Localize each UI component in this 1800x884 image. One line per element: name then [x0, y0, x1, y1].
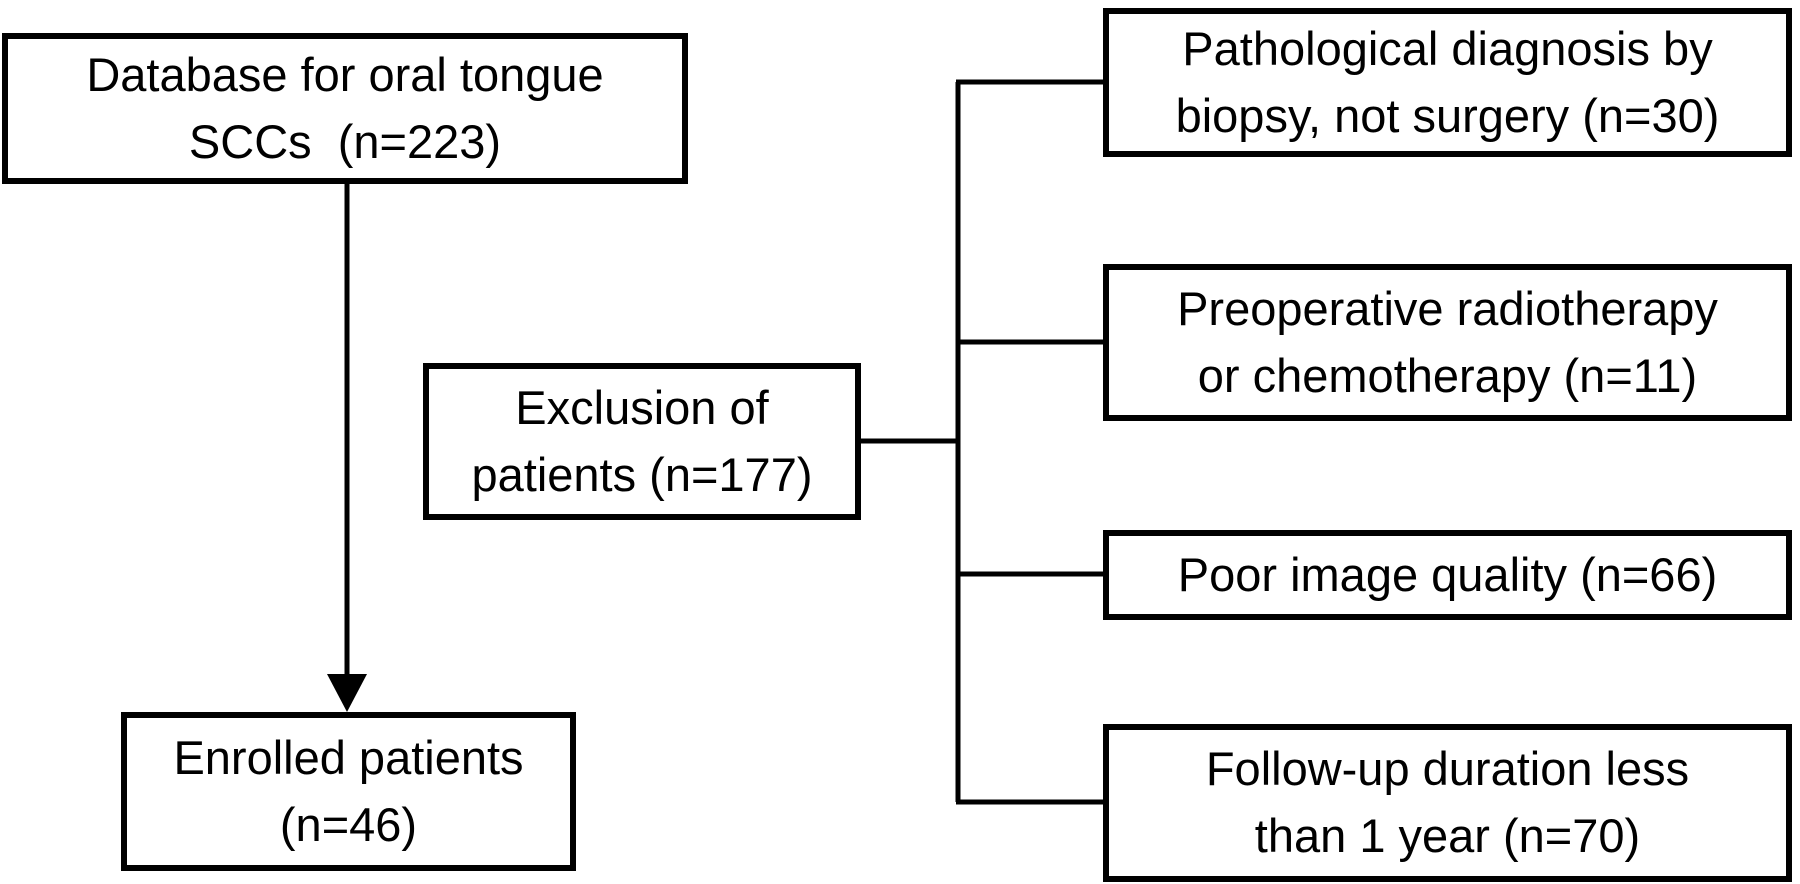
- arrowhead-down-icon: [327, 674, 367, 712]
- box-exclusion-line-2: patients (n=177): [471, 447, 813, 501]
- box-reason-biopsy-line-1: Pathological diagnosis by: [1182, 21, 1713, 75]
- box-database: Database for oral tongue SCCs (n=223): [2, 33, 688, 184]
- box-exclusion-line-1: Exclusion of: [515, 380, 769, 434]
- box-enrolled-line-2: (n=46): [279, 797, 418, 851]
- box-reason-image: Poor image quality (n=66): [1103, 530, 1792, 620]
- box-reason-preop: Preoperative radiotherapy or chemotherap…: [1103, 264, 1792, 421]
- box-database-line-1: Database for oral tongue: [86, 47, 604, 101]
- box-reason-followup: Follow-up duration less than 1 year (n=7…: [1103, 724, 1792, 882]
- box-reason-biopsy-line-2: biopsy, not surgery (n=30): [1175, 88, 1720, 142]
- box-reason-preop-line-1: Preoperative radiotherapy: [1177, 281, 1718, 335]
- box-reason-followup-line-2: than 1 year (n=70): [1254, 809, 1641, 862]
- box-reason-followup-line-1: Follow-up duration less: [1205, 742, 1690, 796]
- box-reason-image-line-1: Poor image quality (n=66): [1177, 547, 1718, 601]
- box-enrolled-line-1: Enrolled patients: [173, 730, 524, 784]
- box-exclusion: Exclusion of patients (n=177): [423, 363, 861, 520]
- box-database-line-2: SCCs (n=223): [188, 114, 502, 168]
- box-reason-biopsy: Pathological diagnosis by biopsy, not su…: [1103, 8, 1792, 157]
- box-enrolled: Enrolled patients (n=46): [121, 712, 576, 871]
- box-reason-preop-line-2: or chemotherapy (n=11): [1197, 348, 1698, 402]
